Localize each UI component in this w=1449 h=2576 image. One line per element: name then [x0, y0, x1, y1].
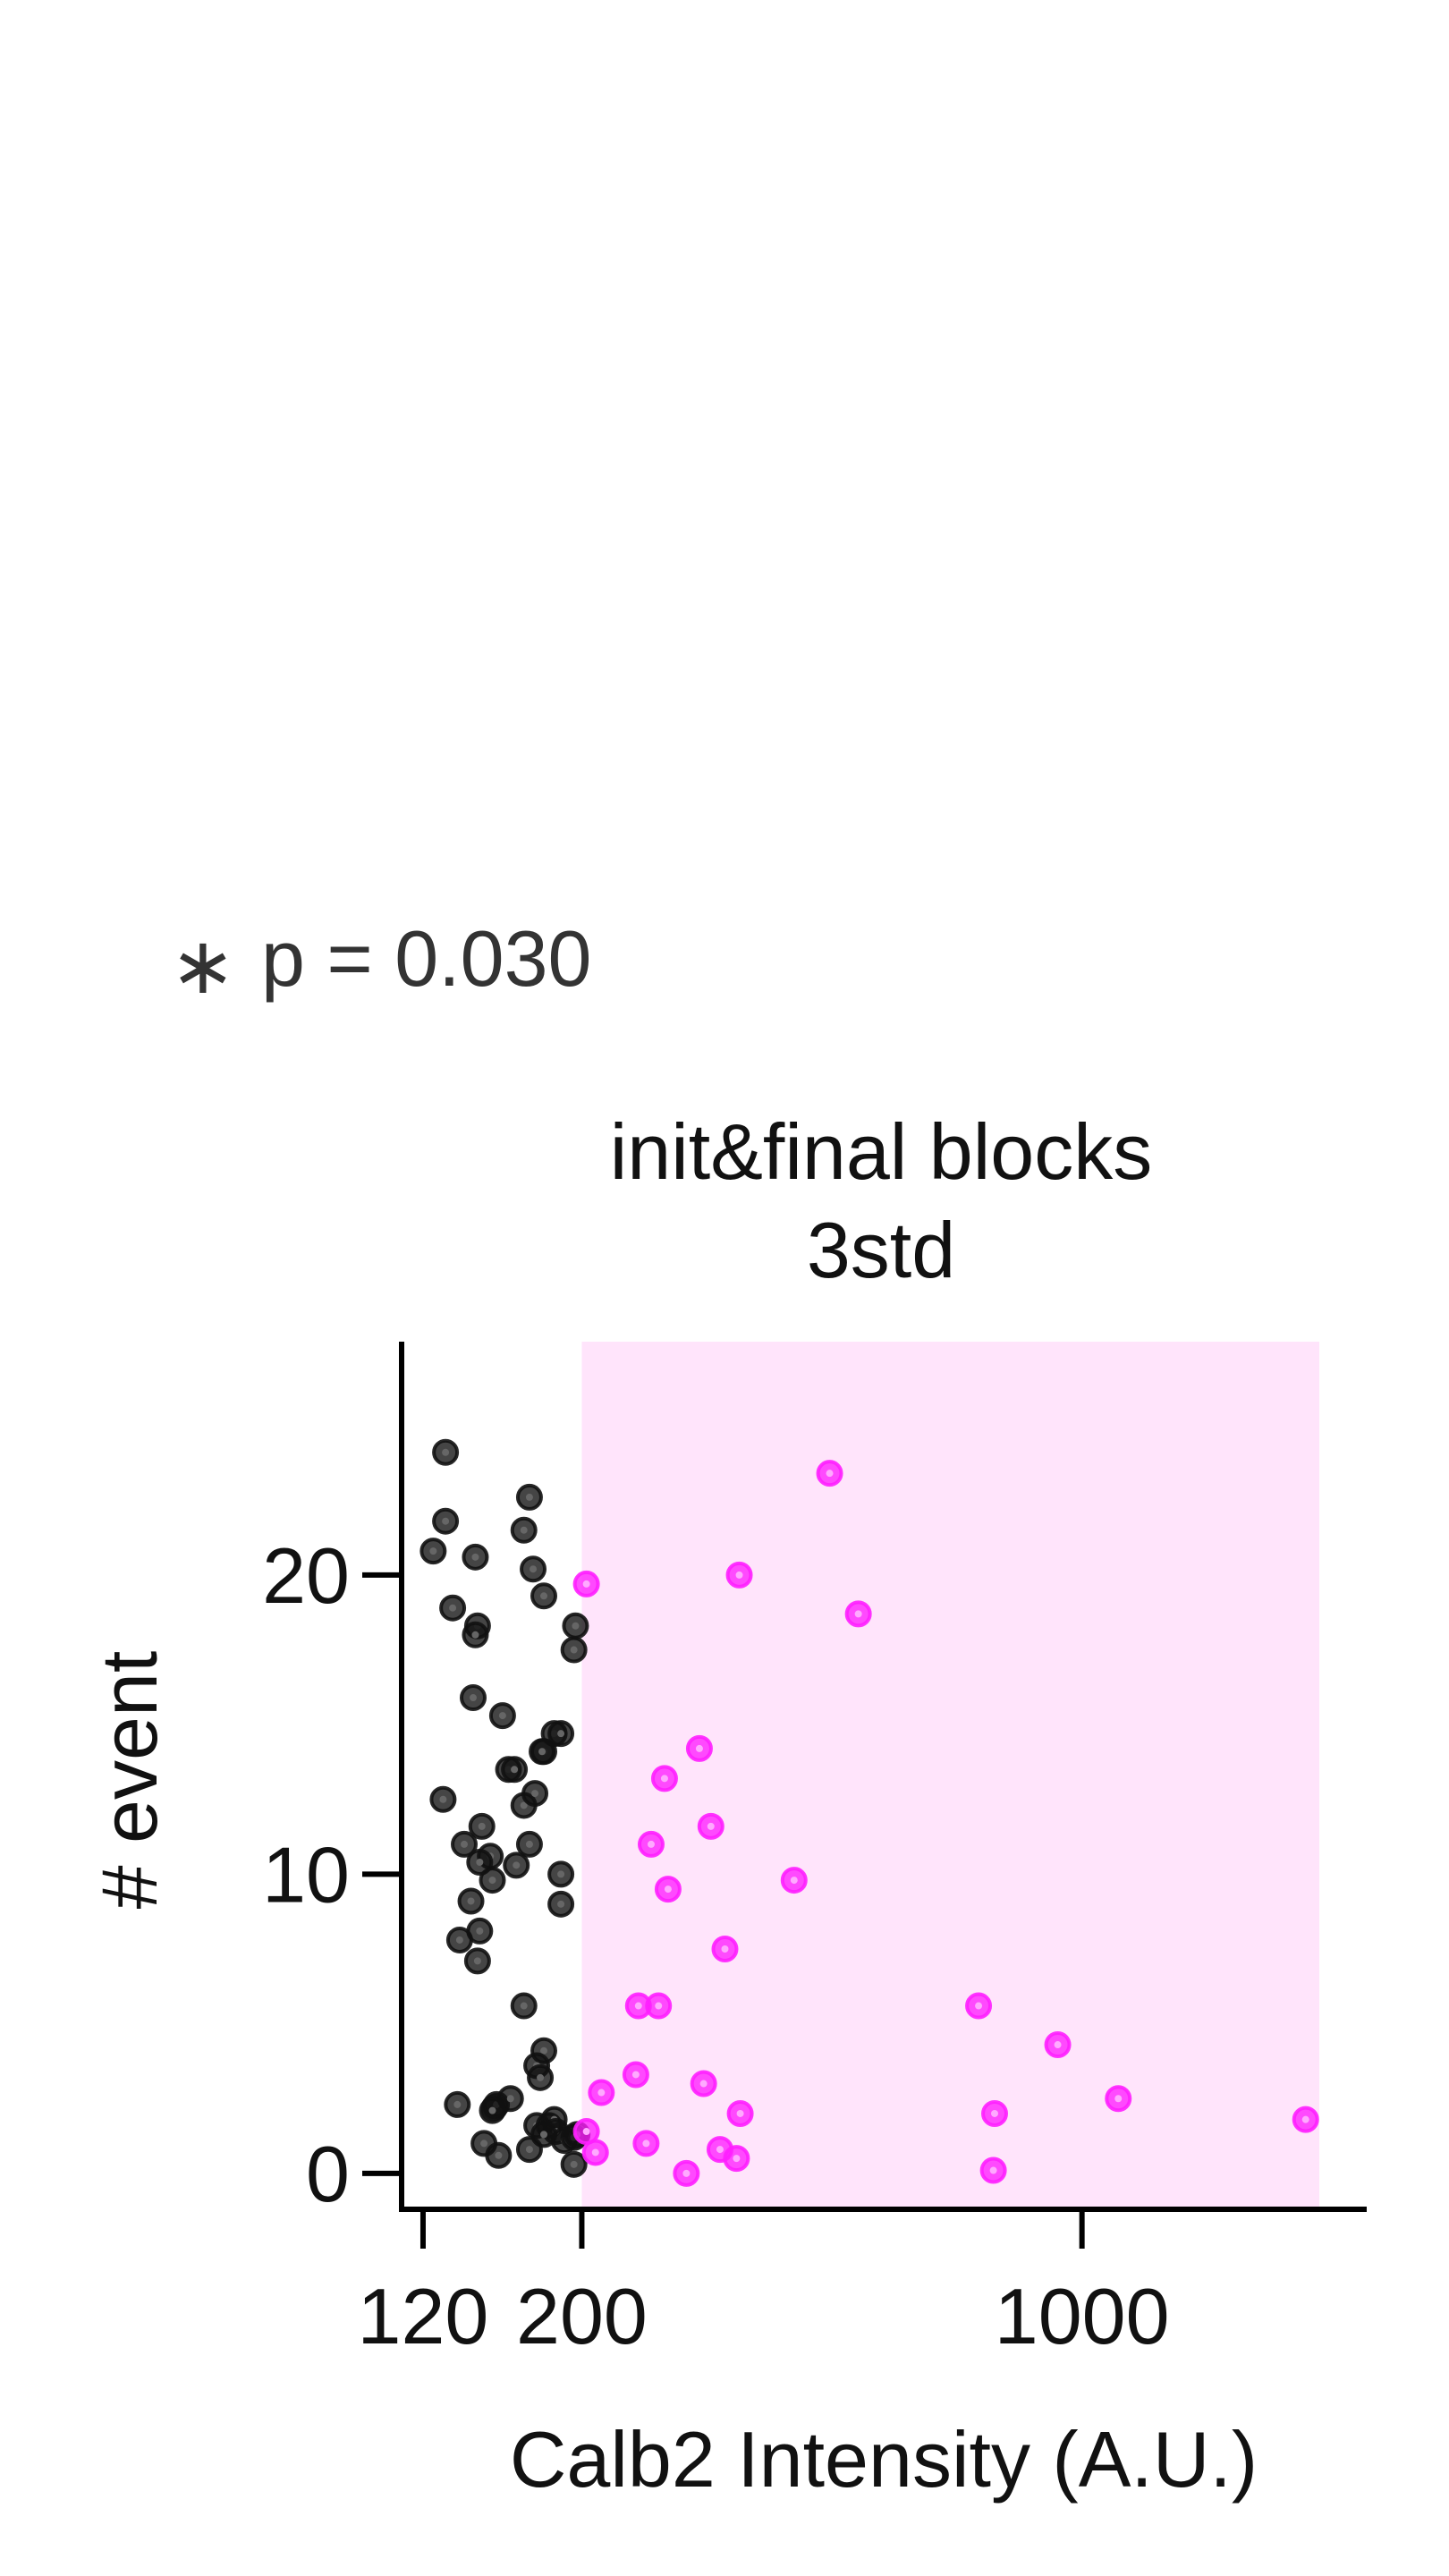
data-point-center [473, 1957, 481, 1965]
data-point-center [429, 1547, 437, 1555]
data-point-center [525, 1840, 533, 1848]
x-tick-label: 200 [516, 2272, 648, 2360]
y-axis-label: # event [85, 1651, 174, 1910]
data-point-center [655, 2002, 663, 2010]
data-point-center [699, 2080, 708, 2088]
data-point-center [537, 2073, 545, 2081]
data-point-center [557, 1870, 565, 1878]
data-point-center [735, 1571, 743, 1579]
data-point-center [442, 1517, 450, 1525]
data-point-center [634, 2002, 642, 2010]
data-point-center [471, 1631, 479, 1639]
data-point-center [488, 1877, 496, 1885]
y-tick-label: 20 [262, 1531, 350, 1620]
data-point-center [525, 2146, 533, 2154]
data-point-center [540, 1592, 548, 1600]
data-point-center [455, 1936, 463, 1944]
data-point-center [572, 1622, 580, 1630]
axes-layer [399, 1342, 1367, 2212]
data-point-center [453, 2100, 462, 2108]
x-tick-label: 1000 [995, 2272, 1170, 2360]
significance-star: ∗ [170, 921, 236, 1010]
data-point-center [642, 2140, 650, 2148]
data-point-center [478, 1822, 486, 1830]
data-point-center [540, 2131, 548, 2139]
data-point-center [660, 1775, 668, 1783]
data-point-center [664, 1885, 672, 1894]
data-point-center [513, 1861, 521, 1869]
data-point-center [591, 2148, 599, 2157]
data-point-center [733, 2155, 741, 2163]
data-point-center [826, 1470, 834, 1478]
data-point-center [471, 1553, 479, 1561]
data-point-center [1301, 2115, 1309, 2123]
data-point-center [480, 2140, 488, 2148]
data-point-center [439, 1795, 447, 1803]
data-point-center [540, 2046, 548, 2055]
data-point-center [1054, 2041, 1062, 2049]
data-point-center [975, 2002, 983, 2010]
data-point-center [631, 2071, 640, 2079]
data-point-center [570, 2160, 578, 2168]
data-point-center [682, 2169, 691, 2177]
data-point-center [990, 2109, 998, 2117]
data-point-center [470, 1694, 478, 1702]
data-point-center [511, 1766, 519, 1774]
data-point-center [695, 1744, 703, 1752]
data-point-center [557, 1900, 565, 1908]
data-point-center [495, 2151, 503, 2159]
data-point-center [647, 1840, 655, 1848]
points-layer [419, 1438, 1319, 2187]
data-point-center [1114, 2095, 1123, 2103]
data-point-center [467, 1897, 475, 1905]
data-point-center [721, 1945, 729, 1953]
ticks-layer: 0 10 20 120 200 1000 [262, 1531, 1169, 2360]
x-tick-label: 120 [358, 2272, 489, 2360]
highlight-region [581, 1342, 1319, 2207]
data-point-center [525, 1493, 533, 1501]
data-point-center [582, 2128, 590, 2136]
data-point-center [570, 1646, 578, 1654]
data-point-center [707, 1822, 715, 1830]
chart-title-line-2: 3std [807, 1206, 955, 1294]
data-point-center [488, 2106, 496, 2114]
data-point-center [520, 1801, 528, 1809]
data-point-center [538, 1748, 547, 1756]
data-point-center [449, 1604, 457, 1612]
data-point-center [442, 1448, 450, 1456]
data-point-center [520, 1526, 528, 1534]
data-point-center [989, 2166, 997, 2174]
data-point-center [530, 1565, 538, 1573]
chart-title-line-1: init&final blocks [610, 1107, 1153, 1196]
data-point-center [790, 1877, 798, 1885]
data-point-center [476, 1927, 484, 1935]
data-point-center [461, 1840, 469, 1848]
data-point-center [506, 2095, 514, 2103]
y-tick-label: 10 [262, 1830, 350, 1919]
data-point-center [531, 1790, 539, 1798]
highlight-region-layer [581, 1342, 1319, 2207]
data-point-center [476, 1859, 484, 1866]
data-point-center [498, 1712, 506, 1720]
data-point-center [736, 2109, 744, 2117]
data-point-center [854, 1610, 862, 1618]
data-point-center [520, 2002, 528, 2010]
data-point-center [716, 2146, 724, 2154]
data-point-center [597, 2089, 606, 2097]
significance-p-value: p = 0.030 [261, 914, 591, 1003]
data-point-center [582, 1580, 590, 1588]
data-point-center [557, 1730, 565, 1738]
y-tick-label: 0 [306, 2130, 350, 2218]
x-axis-label: Calb2 Intensity (A.U.) [510, 2415, 1258, 2504]
